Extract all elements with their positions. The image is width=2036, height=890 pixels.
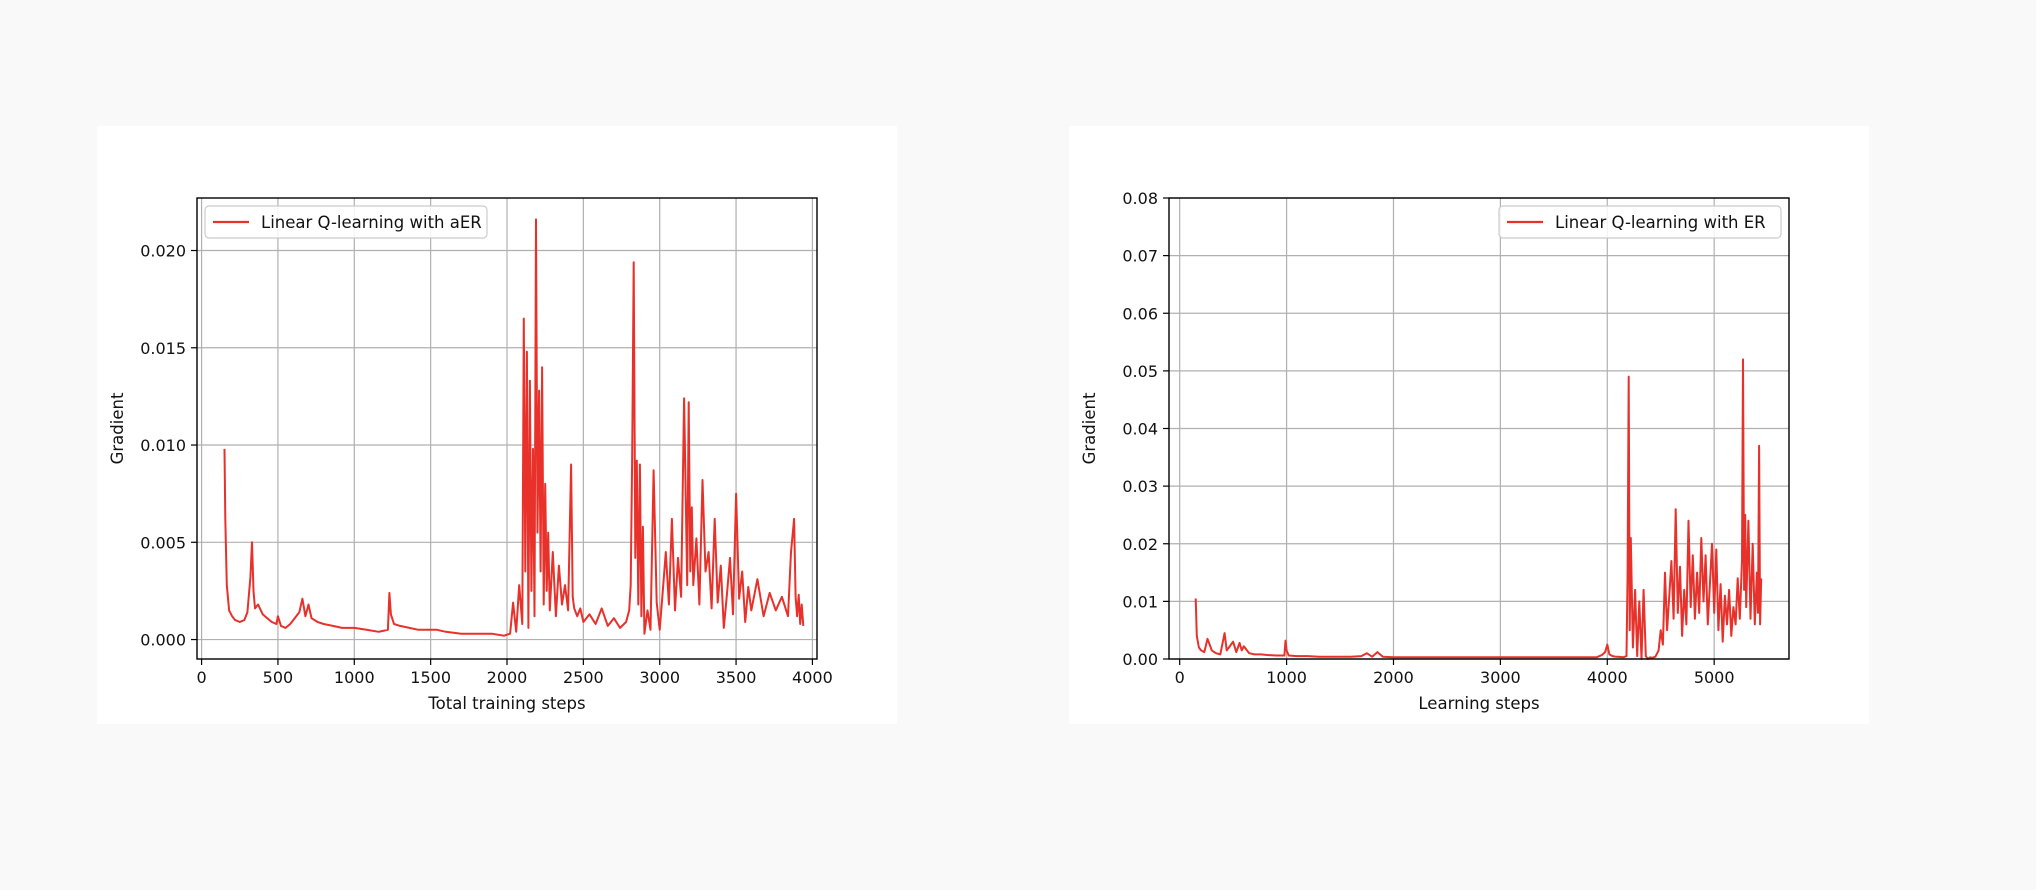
- y-tick-label: 0.03: [1122, 477, 1158, 496]
- legend: Linear Q-learning with ER: [1498, 205, 1782, 239]
- gradient-chart-aer: 0 500 1000 1500 2000 2500 3000 3500 4000 0.000 0.0…: [108, 197, 833, 713]
- series-line: [223, 218, 805, 637]
- y-tick-label: 0.00: [1122, 650, 1158, 669]
- x-tick-label: 3000: [639, 668, 680, 687]
- x-tick-label: 500: [263, 668, 294, 687]
- x-tick-label: 1000: [1266, 668, 1307, 687]
- x-tick-label: 5000: [1694, 668, 1735, 687]
- y-tick-label: 0.020: [140, 242, 186, 261]
- y-axis-label: Gradient: [1080, 392, 1099, 464]
- legend: Linear Q-learning with aER: [204, 205, 488, 239]
- legend-label: Linear Q-learning with ER: [1555, 213, 1766, 232]
- x-tick-label: 4000: [792, 668, 833, 687]
- x-tick-label: 0: [196, 668, 206, 687]
- y-tick-label: 0.01: [1122, 592, 1158, 611]
- x-tick-label: 0: [1175, 668, 1185, 687]
- x-tick-label: 2500: [563, 668, 604, 687]
- gradient-chart-er: 0 1000 2000 3000 4000 5000 0.00 0.01 0.02 0.03 0.0…: [1080, 189, 1790, 713]
- x-axis-label: Learning steps: [1418, 694, 1539, 713]
- x-tick-label: 1500: [410, 668, 451, 687]
- y-tick-label: 0.010: [140, 436, 186, 455]
- x-tick-label: 1000: [334, 668, 375, 687]
- y-tick-label: 0.02: [1122, 535, 1158, 554]
- legend-box: [204, 205, 488, 239]
- y-tick-label: 0.005: [140, 533, 186, 552]
- legend-box: [1498, 205, 1782, 239]
- x-tick-label: 4000: [1587, 668, 1628, 687]
- y-tick-label: 0.015: [140, 339, 186, 358]
- y-tick-label: 0.05: [1122, 362, 1158, 381]
- left-chart-panel: 0 500 1000 1500 2000 2500 3000 3500 4000 0.000 0.0…: [97, 126, 897, 724]
- x-tick-label: 2000: [487, 668, 528, 687]
- series-line: [1194, 358, 1763, 660]
- y-tick-label: 0.06: [1122, 304, 1158, 323]
- y-axis-label: Gradient: [108, 392, 127, 464]
- y-tick-label: 0.04: [1122, 420, 1158, 439]
- legend-label: Linear Q-learning with aER: [261, 213, 482, 232]
- x-tick-label: 3500: [716, 668, 757, 687]
- x-tick-label: 2000: [1373, 668, 1414, 687]
- y-tick-label: 0.08: [1122, 189, 1158, 208]
- x-axis-label: Total training steps: [427, 694, 585, 713]
- y-tick-label: 0.000: [140, 631, 186, 650]
- x-tick-label: 3000: [1480, 668, 1521, 687]
- right-chart-panel: 0 1000 2000 3000 4000 5000 0.00 0.01 0.02 0.03 0.0…: [1069, 126, 1869, 724]
- y-tick-label: 0.07: [1122, 247, 1158, 266]
